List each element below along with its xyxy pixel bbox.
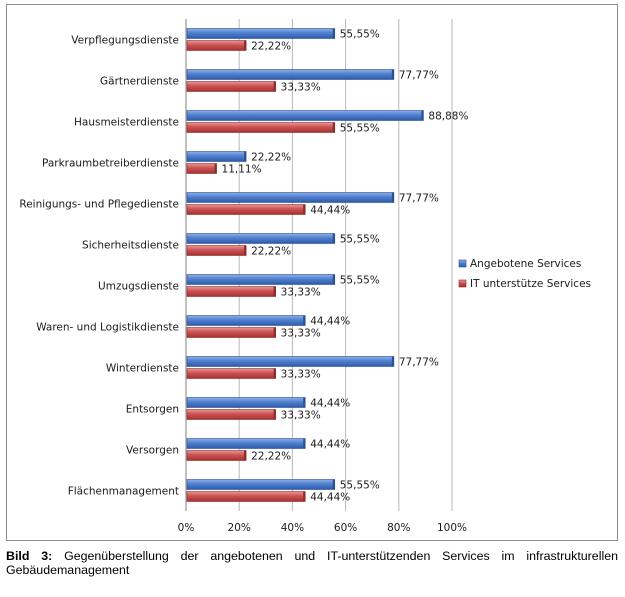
bar-it-unterstuetzte-services <box>186 450 247 461</box>
caption-label: Bild 3: <box>6 549 53 563</box>
x-tick-label: 20% <box>228 522 251 534</box>
data-label: 77,77% <box>399 357 439 369</box>
category-label: Sicherheitsdienste <box>82 240 179 252</box>
bar-it-unterstuetzte-services <box>186 327 276 338</box>
bar-end-cap <box>214 163 217 174</box>
category-label: Versorgen <box>126 445 179 457</box>
category-label: Winterdienste <box>106 363 179 375</box>
caption-text: Gegenüberstellung der angebotenen und IT… <box>6 549 618 577</box>
x-tick-label: 100% <box>437 522 467 534</box>
x-tick-label: 60% <box>334 522 357 534</box>
bar-angebotene-services <box>186 438 306 449</box>
bar-end-cap <box>303 438 306 449</box>
category-label: Reinigungs- und Pflegedienste <box>19 199 179 211</box>
data-label: 44,44% <box>310 398 350 410</box>
bar-end-cap <box>273 327 276 338</box>
data-label: 77,77% <box>399 70 439 82</box>
data-label: 22,22% <box>251 451 291 463</box>
data-label: 11,11% <box>222 164 262 176</box>
bar-end-cap <box>421 110 424 121</box>
category-label: Flächenmanagement <box>68 486 179 498</box>
data-label: 22,22% <box>251 41 291 53</box>
bar-angebotene-services <box>186 479 336 490</box>
bar-end-cap <box>332 28 335 39</box>
bar-end-cap <box>391 192 394 203</box>
bar-end-cap <box>244 151 247 162</box>
bar-angebotene-services <box>186 151 247 162</box>
bar-end-cap <box>332 274 335 285</box>
bar-end-cap <box>332 122 335 133</box>
data-label: 44,44% <box>310 205 350 217</box>
bar-angebotene-services <box>186 397 306 408</box>
data-label: 44,44% <box>310 316 350 328</box>
bar-end-cap <box>332 233 335 244</box>
legend-swatch-red <box>458 279 467 288</box>
category-label: Waren- und Logistikdienste <box>36 322 179 334</box>
bar-angebotene-services <box>186 356 395 367</box>
bar-end-cap <box>332 479 335 490</box>
bar-end-cap <box>273 286 276 297</box>
bar-it-unterstuetzte-services <box>186 491 306 502</box>
data-label: 33,33% <box>281 410 321 422</box>
data-label: 44,44% <box>310 492 350 504</box>
category-label: Entsorgen <box>126 404 179 416</box>
data-label: 22,22% <box>251 246 291 258</box>
bar-it-unterstuetzte-services <box>186 204 306 215</box>
bar-it-unterstuetzte-services <box>186 81 276 92</box>
bar-angebotene-services <box>186 192 395 203</box>
category-label: Gärtnerdienste <box>100 76 179 88</box>
bar-end-cap <box>303 397 306 408</box>
category-label: Umzugsdienste <box>98 281 179 293</box>
bar-angebotene-services <box>186 233 336 244</box>
legend-swatch-blue <box>458 259 467 268</box>
data-label: 22,22% <box>251 152 291 164</box>
x-tick-label: 0% <box>178 522 195 534</box>
bar-end-cap <box>303 315 306 326</box>
data-label: 88,88% <box>428 111 468 123</box>
figure-caption: Bild 3: Gegenüberstellung der angebotene… <box>6 549 618 577</box>
bar-end-cap <box>391 69 394 80</box>
bar-angebotene-services <box>186 110 424 121</box>
bar-end-cap <box>391 356 394 367</box>
bar-it-unterstuetzte-services <box>186 286 276 297</box>
data-label: 44,44% <box>310 439 350 451</box>
bar-angebotene-services <box>186 274 336 285</box>
bar-it-unterstuetzte-services <box>186 40 247 51</box>
x-tick-label: 80% <box>387 522 410 534</box>
data-label: 33,33% <box>281 287 321 299</box>
bar-angebotene-services <box>186 69 395 80</box>
data-label: 55,55% <box>340 29 380 41</box>
category-label: Hausmeisterdienste <box>74 117 179 129</box>
bar-end-cap <box>273 368 276 379</box>
bar-it-unterstuetzte-services <box>186 245 247 256</box>
data-label: 77,77% <box>399 193 439 205</box>
bar-it-unterstuetzte-services <box>186 409 276 420</box>
bar-angebotene-services <box>186 28 336 39</box>
legend-label: IT unterstütze Services <box>470 278 591 290</box>
bar-end-cap <box>244 450 247 461</box>
bar-end-cap <box>273 409 276 420</box>
bar-it-unterstuetzte-services <box>186 122 336 133</box>
bar-end-cap <box>303 204 306 215</box>
data-label: 55,55% <box>340 480 380 492</box>
bar-it-unterstuetzte-services <box>186 368 276 379</box>
bar-end-cap <box>273 81 276 92</box>
bar-end-cap <box>244 40 247 51</box>
legend-label: Angebotene Services <box>470 258 581 270</box>
x-tick-label: 40% <box>281 522 304 534</box>
data-label: 33,33% <box>281 82 321 94</box>
data-label: 55,55% <box>340 234 380 246</box>
bar-chart: 0% 20% 40% 60% 80% 100% Verpflegungsdienste 55,… <box>19 19 591 534</box>
category-label: Verpflegungsdienste <box>71 35 179 47</box>
bar-end-cap <box>303 491 306 502</box>
data-label: 55,55% <box>340 123 380 135</box>
category-label: Parkraumbetreiberdienste <box>42 158 179 170</box>
bar-it-unterstuetzte-services <box>186 163 217 174</box>
data-label: 33,33% <box>281 328 321 340</box>
chart-frame: 0% 20% 40% 60% 80% 100% Verpflegungsdienste 55,… <box>6 4 618 541</box>
bar-end-cap <box>244 245 247 256</box>
bar-angebotene-services <box>186 315 306 326</box>
data-label: 33,33% <box>281 369 321 381</box>
data-label: 55,55% <box>340 275 380 287</box>
